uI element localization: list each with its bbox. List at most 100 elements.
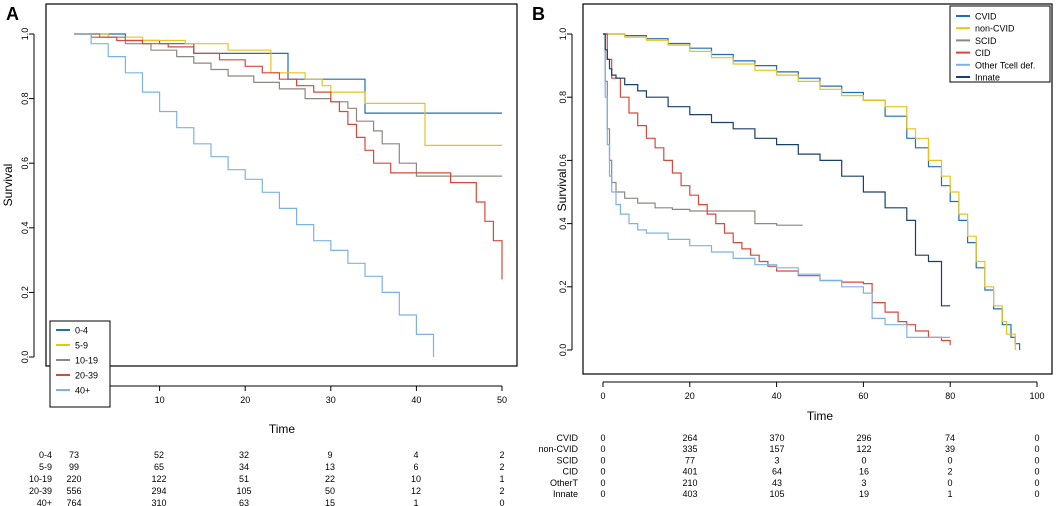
- panel-a-risk-cell: 32: [239, 450, 249, 460]
- panel-a-series-5-9: [74, 33, 502, 146]
- panel-b-y-tick-label: 0.4: [558, 217, 568, 230]
- panel-b-risk-cell: 0: [947, 478, 952, 488]
- panel-a-legend-label: 20-39: [75, 371, 98, 381]
- panel-b-risk-cell: 264: [682, 433, 697, 443]
- panel-a-risk-cell: 50: [325, 486, 335, 496]
- panel-a-series-0-4: [74, 33, 502, 114]
- panel-b-risk-row-label: Innate: [553, 489, 578, 499]
- panel-a-risk-cell: 15: [325, 498, 335, 506]
- panel-a-legend-label: 5-9: [75, 341, 88, 351]
- panel-b-letter: B: [532, 4, 545, 24]
- panel-b-risk-cell: 122: [856, 444, 871, 454]
- panel-b-legend-label: Other Tcell def.: [975, 60, 1035, 70]
- panel-b-risk-cell: 3: [774, 455, 779, 465]
- panel-b-risk-cell: 0: [1034, 455, 1039, 465]
- panel-b-y-tick-label: 0.8: [558, 91, 568, 104]
- panel-b-risk-cell: 0: [861, 455, 866, 465]
- panel-a-risk-cell: 99: [69, 462, 79, 472]
- panel-b-risk-cell: 0: [600, 478, 605, 488]
- panel-a-plot-frame: [45, 3, 518, 367]
- panel-b-risk-cell: 105: [769, 489, 784, 499]
- panel-a: A 0.0 0.2 0.4 0.6 0.8 1.0 0 10 20 30 40 50 Surviva…: [1, 3, 518, 506]
- panel-b-series-non-cvid: [603, 33, 1016, 350]
- panel-a-legend-label: 10-19: [75, 356, 98, 366]
- panel-b-risk-cell: 43: [772, 478, 782, 488]
- panel-a-risk-cell: 310: [151, 498, 166, 506]
- panel-a-x-tick-label: 50: [497, 395, 507, 405]
- panel-a-risk-row-label: 5-9: [39, 462, 52, 472]
- panel-a-y-tick-label: 0.8: [20, 92, 30, 105]
- panel-a-series-40: [74, 33, 435, 357]
- panel-a-risk-cell: 105: [236, 486, 251, 496]
- panel-b-legend: CVID non-CVID SCID CID Other Tcell def. Innat…: [956, 12, 1035, 83]
- panel-a-risk-cell: 556: [66, 486, 81, 496]
- panel-b-risk-cell: 401: [682, 467, 697, 477]
- panel-b-risk-cell: 370: [769, 433, 784, 443]
- panel-b-x-tick-label: 60: [858, 391, 868, 401]
- panel-a-risk-cell: 34: [239, 462, 249, 472]
- panel-b-risk-cell: 39: [945, 444, 955, 454]
- panel-b-series-other-tcell-def: [603, 33, 951, 338]
- panel-b-y-tick-label: 0.0: [558, 344, 568, 357]
- panel-b-series-cid: [603, 33, 951, 346]
- panel-a-risk-cell: 52: [154, 450, 164, 460]
- panel-a-risk-cell: 764: [66, 498, 81, 506]
- panel-a-series-20-39: [74, 33, 503, 280]
- panel-a-risk-cell: 1: [499, 474, 504, 484]
- panel-b-x-tick-label: 80: [945, 391, 955, 401]
- panel-b-risk-cell: 403: [682, 489, 697, 499]
- panel-b: B 0.00.20.40.60.81.0 0 20 40 60 80 100 Surviv…: [532, 3, 1053, 499]
- panel-b-risk-cell: 0: [1034, 478, 1039, 488]
- panel-b-risk-cell: 296: [856, 433, 871, 443]
- panel-b-risk-cell: 2: [947, 467, 952, 477]
- panel-b-plot-frame: [582, 3, 1053, 375]
- panel-b-legend-label: CVID: [975, 12, 997, 22]
- panel-a-risk-cell: 2: [499, 462, 504, 472]
- panel-a-risk-cell: 122: [151, 474, 166, 484]
- panel-a-y-axis: 0.0 0.2 0.4 0.6 0.8 1.0: [20, 28, 35, 363]
- panel-a-y-label: Survival: [1, 164, 15, 207]
- panel-a-legend-box: [49, 320, 111, 408]
- panel-b-risk-row-label: non-CVID: [538, 444, 578, 454]
- panel-a-risk-cell: 22: [325, 474, 335, 484]
- panel-a-risk-row-label: 40+: [37, 498, 52, 506]
- panel-a-risk-table: 0-4 73 52 32 9 4 25-9 99 65 34 13 6 210-19 220 122 51 22…: [29, 450, 505, 506]
- panel-b-x-label: Time: [807, 409, 834, 423]
- panel-b-risk-cell: 0: [600, 467, 605, 477]
- panel-b-x-tick-label: 100: [1029, 391, 1044, 401]
- panel-b-x-tick-label: 0: [600, 391, 605, 401]
- panel-b-x-tick-label: 20: [685, 391, 695, 401]
- panel-b-x-tick-label: 40: [772, 391, 782, 401]
- panel-a-legend: 0-4 5-9 10-19 20-39 40+: [56, 326, 98, 396]
- panel-b-y-tick-label: 0.6: [558, 154, 568, 167]
- panel-a-x-tick-label: 30: [326, 395, 336, 405]
- panel-b-risk-row-label: CID: [563, 467, 579, 477]
- panel-b-y-label: Survival: [555, 169, 569, 212]
- panel-a-risk-cell: 2: [499, 450, 504, 460]
- panel-a-series: [74, 33, 503, 357]
- panel-b-y-tick-label: 0.2: [558, 281, 568, 294]
- panel-b-risk-cell: 3: [861, 478, 866, 488]
- panel-a-risk-cell: 63: [239, 498, 249, 506]
- panel-b-risk-row-label: CVID: [556, 433, 578, 443]
- panel-b-legend-label: non-CVID: [975, 24, 1015, 34]
- panel-a-risk-cell: 10: [411, 474, 421, 484]
- panel-b-risk-cell: 19: [859, 489, 869, 499]
- panel-a-legend-label: 0-4: [75, 326, 88, 336]
- panel-a-risk-cell: 0: [499, 498, 504, 506]
- panel-b-risk-cell: 0: [600, 489, 605, 499]
- panel-b-risk-row-label: SCID: [556, 455, 578, 465]
- panel-b-risk-cell: 0: [1034, 444, 1039, 454]
- panel-b-risk-cell: 0: [1034, 489, 1039, 499]
- panel-a-y-tick-label: 0.6: [20, 157, 30, 170]
- panel-b-risk-cell: 335: [682, 444, 697, 454]
- panel-a-y-tick-label: 1.0: [20, 28, 30, 41]
- panel-a-risk-cell: 6: [413, 462, 418, 472]
- panel-b-series-innate: [603, 33, 951, 307]
- panel-a-risk-cell: 4: [413, 450, 418, 460]
- panel-a-x-tick-label: 10: [155, 395, 165, 405]
- panel-a-risk-cell: 294: [151, 486, 166, 496]
